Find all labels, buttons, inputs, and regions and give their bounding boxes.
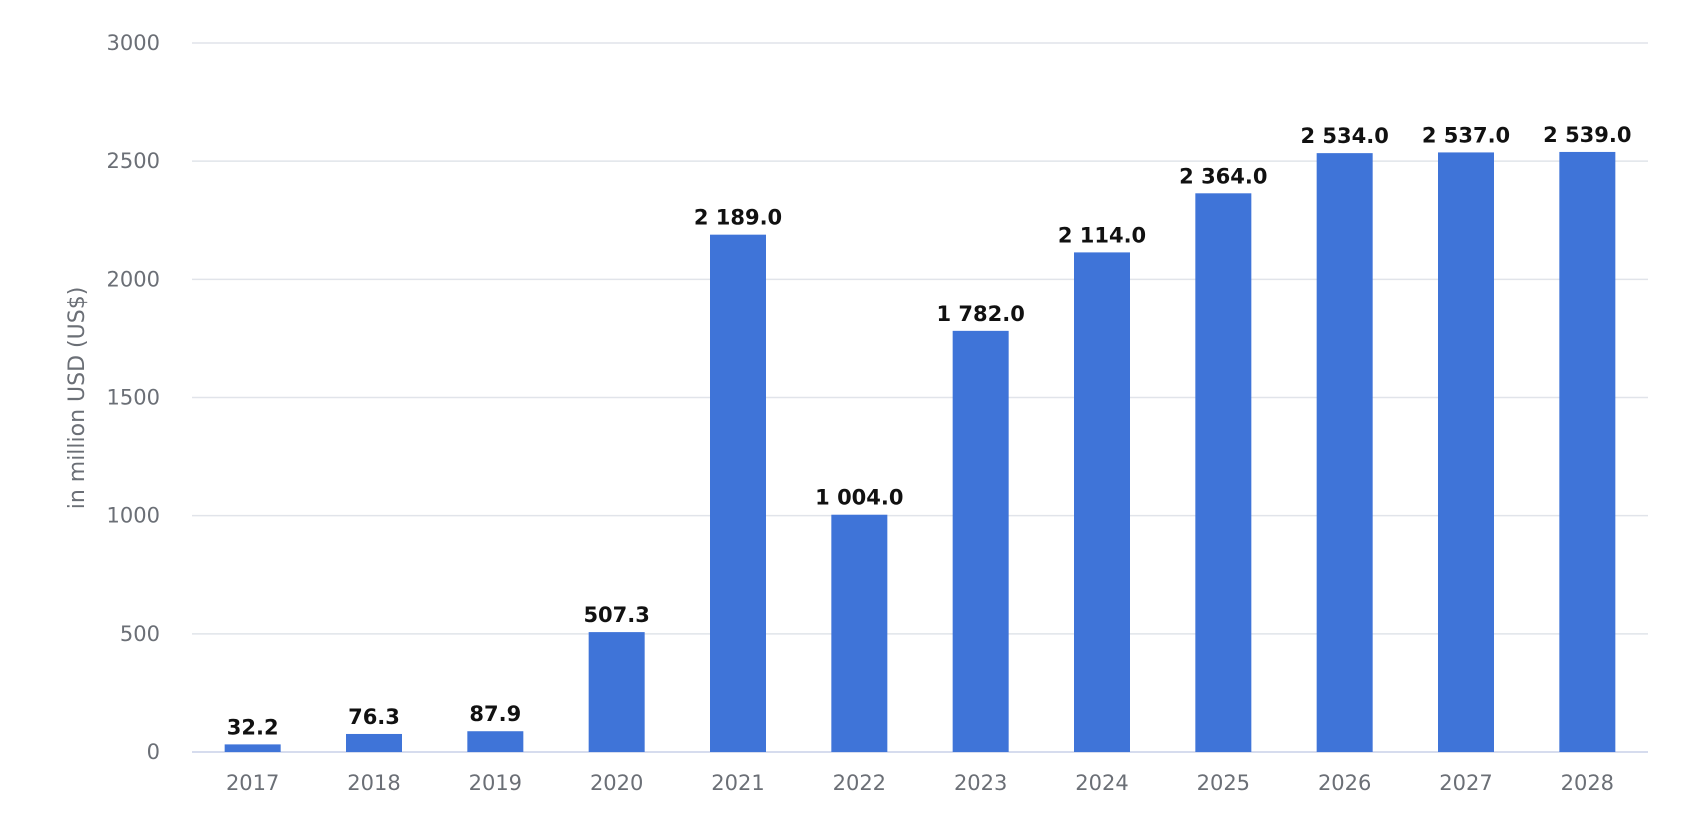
data-label: 2 114.0 bbox=[1058, 223, 1146, 247]
x-tick-label: 2025 bbox=[1197, 771, 1250, 795]
data-labels: 32.2 76.3 87.9 507.3 2 189.0 1 004.0 1 782.0 2 … bbox=[227, 123, 1632, 739]
x-tick-label: 2028 bbox=[1561, 771, 1614, 795]
x-tick-label: 2023 bbox=[954, 771, 1007, 795]
y-axis-title: in million USD (US$) bbox=[65, 287, 90, 510]
y-tick-label: 500 bbox=[120, 622, 160, 646]
x-axis-ticks: 2017 2018 2019 2020 2021 2022 2023 2024 2025 2026… bbox=[226, 771, 1614, 795]
y-tick-label: 3000 bbox=[107, 31, 160, 55]
x-tick-label: 2018 bbox=[347, 771, 400, 795]
bar bbox=[831, 514, 888, 752]
data-label: 2 539.0 bbox=[1543, 123, 1631, 147]
bar bbox=[224, 744, 281, 752]
x-tick-label: 2027 bbox=[1439, 771, 1492, 795]
data-label: 2 537.0 bbox=[1422, 123, 1510, 147]
gridlines bbox=[192, 42, 1648, 753]
data-label: 507.3 bbox=[583, 603, 649, 627]
y-tick-label: 2000 bbox=[107, 267, 160, 291]
bars bbox=[224, 151, 1616, 753]
bar bbox=[1316, 153, 1373, 752]
y-tick-label: 0 bbox=[147, 740, 160, 764]
y-tick-label: 1000 bbox=[107, 504, 160, 528]
bar bbox=[710, 234, 766, 753]
x-tick-label: 2026 bbox=[1318, 771, 1371, 795]
data-label: 32.2 bbox=[227, 715, 279, 739]
data-label: 87.9 bbox=[469, 702, 521, 726]
data-label: 2 189.0 bbox=[694, 206, 782, 230]
bar bbox=[1074, 252, 1130, 752]
data-label: 1 004.0 bbox=[815, 486, 903, 510]
bar bbox=[1438, 152, 1494, 752]
x-tick-label: 2020 bbox=[590, 771, 643, 795]
x-tick-label: 2022 bbox=[833, 771, 886, 795]
data-label: 76.3 bbox=[348, 705, 400, 729]
bar bbox=[1559, 151, 1616, 753]
x-tick-label: 2019 bbox=[469, 771, 522, 795]
y-axis-ticks: 0 500 1000 1500 2000 2500 3000 bbox=[107, 31, 160, 764]
x-tick-label: 2021 bbox=[711, 771, 764, 795]
x-tick-label: 2017 bbox=[226, 771, 279, 795]
bar bbox=[1195, 193, 1252, 753]
y-tick-label: 1500 bbox=[107, 386, 160, 410]
data-label: 1 782.0 bbox=[936, 302, 1024, 326]
bar bbox=[346, 733, 402, 752]
bar bbox=[588, 632, 645, 752]
bar bbox=[467, 731, 524, 752]
x-tick-label: 2024 bbox=[1075, 771, 1128, 795]
data-label: 2 364.0 bbox=[1179, 164, 1267, 188]
data-label: 2 534.0 bbox=[1300, 124, 1388, 148]
bar bbox=[952, 330, 1009, 752]
y-tick-label: 2500 bbox=[107, 149, 160, 173]
